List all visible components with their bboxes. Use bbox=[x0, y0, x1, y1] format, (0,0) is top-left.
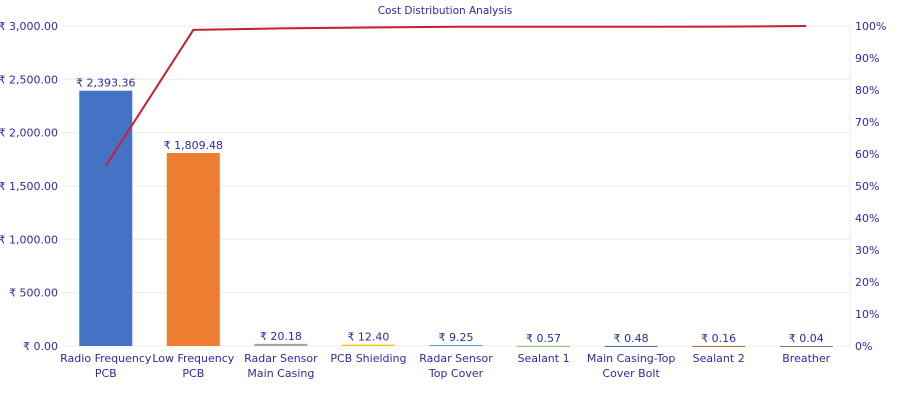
y-right-tick-label: 80% bbox=[855, 84, 879, 97]
x-tick-label: Sealant 1 bbox=[518, 352, 570, 365]
y-right-tick-label: 50% bbox=[855, 180, 879, 193]
chart-title: Cost Distribution Analysis bbox=[378, 5, 513, 17]
x-tick-label: Radar Sensor Top Cover bbox=[419, 352, 493, 380]
bar[interactable] bbox=[429, 345, 483, 346]
y-right-tick-label: 20% bbox=[855, 276, 879, 289]
data-label: ₹ 20.18 bbox=[260, 330, 302, 343]
y-left-tick-label: ₹ 0.00 bbox=[23, 340, 58, 353]
data-label: ₹ 12.40 bbox=[347, 331, 389, 344]
y-right-tick-label: 60% bbox=[855, 148, 879, 161]
bar[interactable] bbox=[341, 344, 395, 346]
x-tick-label: Sealant 2 bbox=[693, 352, 745, 365]
y-right-tick-label: 90% bbox=[855, 52, 879, 65]
data-label: ₹ 9.25 bbox=[439, 331, 474, 344]
x-tick-label: Radio Frequency PCB bbox=[60, 352, 152, 380]
data-label: ₹ 2,393.36 bbox=[76, 77, 135, 90]
y-left-tick-label: ₹ 500.00 bbox=[9, 287, 58, 300]
data-label: ₹ 0.57 bbox=[526, 332, 561, 345]
x-tick-label: PCB Shielding bbox=[330, 352, 406, 365]
bar[interactable] bbox=[692, 345, 746, 347]
x-tick-label: Breather bbox=[782, 352, 830, 365]
y-left-tick-label: ₹ 2,500.00 bbox=[0, 73, 58, 86]
y-right-tick-label: 70% bbox=[855, 116, 879, 129]
y-left-tick-label: ₹ 1,500.00 bbox=[0, 180, 58, 193]
bar[interactable] bbox=[604, 345, 658, 347]
y-right-tick-label: 40% bbox=[855, 212, 879, 225]
y-right-tick-label: 100% bbox=[855, 20, 886, 33]
y-left-tick-label: ₹ 3,000.00 bbox=[0, 20, 58, 33]
data-label: ₹ 0.48 bbox=[614, 332, 649, 345]
data-label: ₹ 0.04 bbox=[789, 332, 824, 345]
y-left-tick-label: ₹ 2,000.00 bbox=[0, 127, 58, 140]
cumulative-percent-line bbox=[104, 25, 807, 167]
y-right-tick-label: 10% bbox=[855, 308, 879, 321]
x-tick-label: Radar Sensor Main Casing bbox=[244, 352, 318, 380]
data-label: ₹ 0.16 bbox=[701, 332, 736, 345]
x-tick-label: Low Frequency PCB bbox=[152, 352, 234, 380]
y-right-tick-label: 0% bbox=[855, 340, 872, 353]
bar[interactable] bbox=[79, 90, 133, 346]
bar[interactable] bbox=[779, 345, 833, 347]
bar[interactable] bbox=[517, 345, 571, 347]
data-label: ₹ 1,809.48 bbox=[164, 139, 223, 152]
x-tick-label: Main Casing-Top Cover Bolt bbox=[587, 352, 675, 380]
bar[interactable] bbox=[166, 152, 220, 346]
bar[interactable] bbox=[254, 343, 308, 346]
y-left-tick-label: ₹ 1,000.00 bbox=[0, 233, 58, 246]
y-right-tick-label: 30% bbox=[855, 244, 879, 257]
